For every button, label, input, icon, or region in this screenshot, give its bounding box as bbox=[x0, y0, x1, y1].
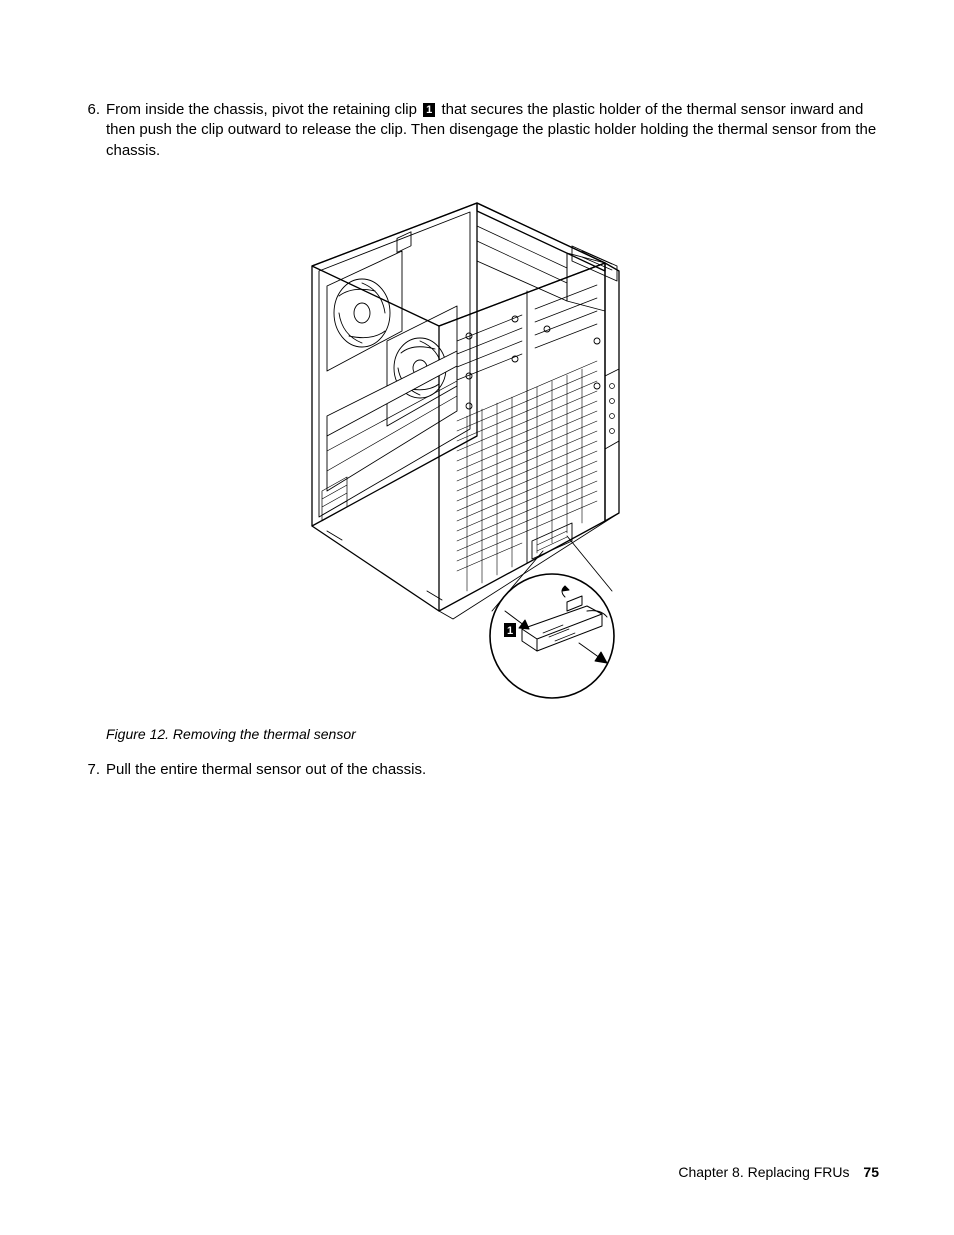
figure-12: 1 bbox=[70, 191, 884, 706]
chassis-diagram-svg: 1 bbox=[267, 191, 687, 701]
footer-chapter: Chapter 8. Replacing FRUs bbox=[678, 1164, 849, 1180]
figure-callout-1: 1 bbox=[507, 625, 513, 637]
callout-badge-1: 1 bbox=[423, 103, 435, 117]
step-6-body: From inside the chassis, pivot the retai… bbox=[106, 100, 884, 161]
step-6-text-before: From inside the chassis, pivot the retai… bbox=[106, 101, 421, 118]
step-7-number: 7. bbox=[70, 760, 106, 780]
figure-12-caption: Figure 12. Removing the thermal sensor bbox=[106, 726, 884, 742]
page-footer: Chapter 8. Replacing FRUs 75 bbox=[678, 1164, 879, 1180]
step-6-number: 6. bbox=[70, 100, 106, 120]
page: 6. From inside the chassis, pivot the re… bbox=[0, 0, 954, 1235]
footer-page-number: 75 bbox=[863, 1164, 879, 1180]
step-6: 6. From inside the chassis, pivot the re… bbox=[70, 100, 884, 161]
step-7-body: Pull the entire thermal sensor out of th… bbox=[106, 760, 884, 780]
step-7: 7. Pull the entire thermal sensor out of… bbox=[70, 760, 884, 780]
